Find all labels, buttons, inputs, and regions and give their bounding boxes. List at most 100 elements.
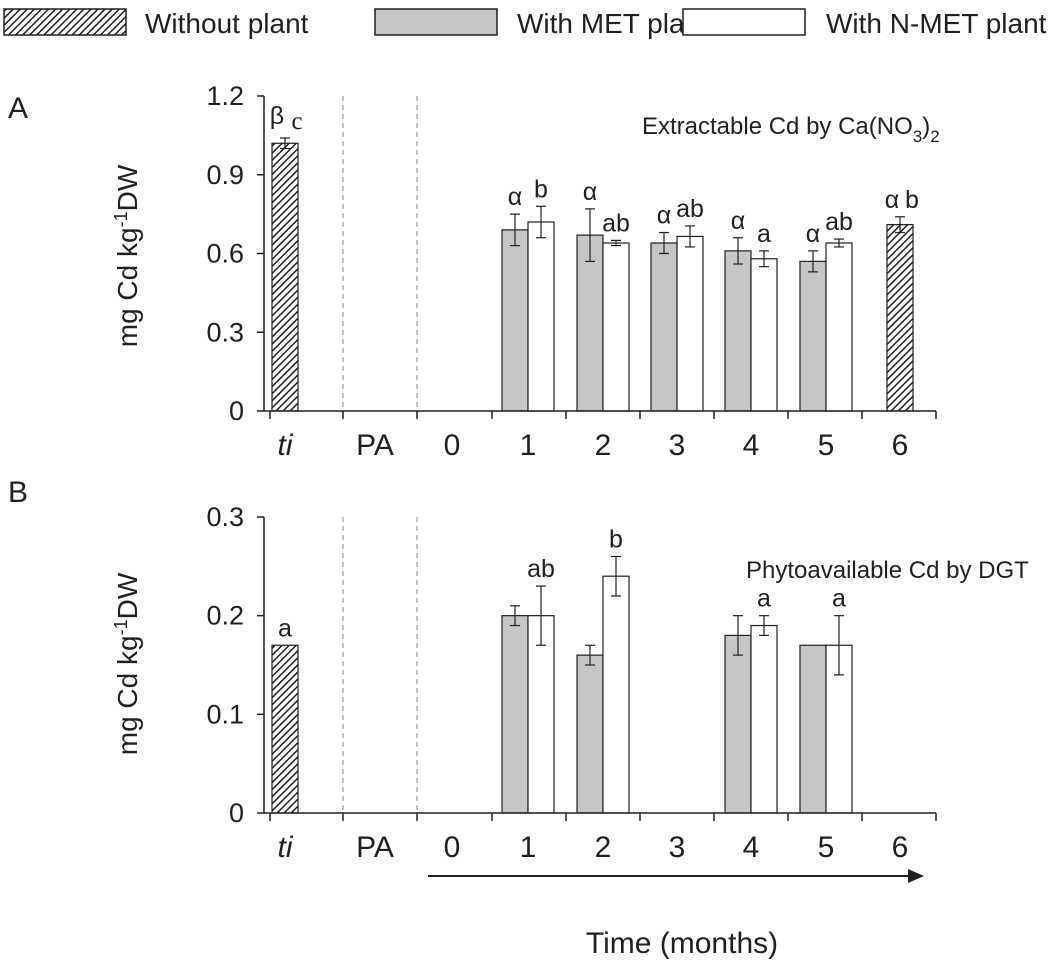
panel-b-error-bar-nmet-1 bbox=[536, 585, 546, 646]
panel-a-y-tick-label: 1.2 bbox=[206, 81, 244, 111]
panel-a-x-tick-label: 0 bbox=[444, 429, 461, 462]
legend-label-met-plant: With MET plant bbox=[517, 8, 708, 39]
panel-a-bar-nmet-3 bbox=[676, 235, 704, 412]
panel-a-error-bar-met-1 bbox=[510, 213, 520, 247]
panel-b-x-tick-label: 3 bbox=[669, 831, 686, 864]
panel-a-y-tick-label: 0.6 bbox=[206, 239, 244, 269]
panel-b-annotation: Phytoavailable Cd by DGT bbox=[746, 557, 1029, 584]
panel-b-x-tick-label: 1 bbox=[520, 831, 537, 864]
panel-b-error-bar-met-4 bbox=[733, 615, 743, 656]
panel-a-bar-met-3 bbox=[650, 242, 678, 412]
panel-a-error-bar-without-6 bbox=[895, 216, 905, 234]
panel-b-significance-label: b bbox=[609, 525, 623, 553]
panel-a-significance-label: ab bbox=[602, 209, 630, 237]
panel-a-bar-without-6 bbox=[886, 224, 914, 412]
panel-a-error-bar-met-3 bbox=[659, 231, 669, 255]
panel-a-x-tick-label: 4 bbox=[743, 429, 760, 462]
panel-b-significance-label: a bbox=[278, 614, 292, 642]
panel-a-error-bar-nmet-3 bbox=[685, 225, 695, 248]
panel-b-error-bar-met-2 bbox=[585, 644, 595, 666]
panel-b-x-tick-label: PA bbox=[356, 831, 394, 864]
panel-b-significance-label: a bbox=[757, 585, 771, 613]
panel-a-significance-label: a bbox=[757, 220, 771, 248]
panel-a-significance-label: α bbox=[508, 183, 522, 211]
panel-a-significance-label: ab bbox=[676, 195, 704, 223]
panel-a-significance-label: α bbox=[583, 178, 597, 206]
panel-a-significance-label: α bbox=[885, 186, 899, 214]
panel-b-y-axis-label: mg Cd kg-1DW bbox=[111, 572, 143, 755]
panel-b-bar-without-ti bbox=[271, 644, 299, 814]
panel-a-error-bar-nmet-1 bbox=[536, 205, 546, 239]
panel-b-bar-nmet-4 bbox=[750, 624, 778, 814]
panel-b-significance-label: ab bbox=[527, 555, 555, 583]
panel-a-significance-label: b bbox=[905, 186, 919, 214]
panel-b-significance-label: a bbox=[832, 585, 846, 613]
panel-a-bar-nmet-5 bbox=[825, 242, 853, 412]
panel-a-significance-label: α bbox=[806, 220, 820, 248]
panel-b: B mg Cd kg-1DW Phytoavailable Cd by DGT … bbox=[8, 476, 1029, 864]
panel-b-error-bar-nmet-4 bbox=[759, 615, 769, 637]
panel-b-y-tick-label: 0.3 bbox=[206, 502, 244, 532]
panel-b-x-tick-label: 4 bbox=[743, 831, 760, 864]
panel-a-y-axis-label: mg Cd kg-1DW bbox=[111, 164, 143, 347]
panel-a-error-bar-nmet-5 bbox=[834, 238, 844, 248]
legend-swatch-met-plant bbox=[374, 8, 498, 36]
time-arrow bbox=[428, 869, 924, 883]
panel-a-x-tick-label: 1 bbox=[520, 429, 537, 462]
legend-swatch-without-plant bbox=[3, 8, 127, 36]
panel-b-x-tick-label: 0 bbox=[444, 831, 461, 864]
panel-a-significance-label: α bbox=[657, 202, 671, 230]
legend-swatch-nmet-plant bbox=[682, 8, 806, 36]
panel-b-y-tick-label: 0.1 bbox=[206, 699, 244, 729]
panel-a-x-tick-label: 2 bbox=[595, 429, 612, 462]
panel-b-error-bar-met-1 bbox=[510, 605, 520, 627]
legend-label-without-plant: Without plant bbox=[145, 8, 309, 39]
panel-b-x-tick-label: 2 bbox=[595, 831, 612, 864]
panel-b-label: B bbox=[8, 476, 28, 509]
legend: Without plant With MET plant With N-MET … bbox=[3, 8, 1047, 39]
panel-b-y-tick-label: 0.2 bbox=[206, 601, 244, 631]
panel-a-y-tick-label: 0.3 bbox=[206, 317, 244, 347]
panel-a-bar-met-5 bbox=[799, 260, 827, 412]
panel-b-x-tick-label: 6 bbox=[892, 831, 909, 864]
panel-a: A mg Cd kg-1DW Extractable Cd by Ca(NO3)… bbox=[8, 81, 940, 462]
panel-a-bar-met-4 bbox=[724, 250, 752, 412]
panel-b-x-tick-label: 5 bbox=[818, 831, 835, 864]
panel-a-error-bar-nmet-2 bbox=[611, 239, 621, 247]
panel-b-error-bar-nmet-2 bbox=[611, 555, 621, 597]
panel-a-y-tick-label: 0.9 bbox=[206, 160, 244, 190]
panel-a-annotation: Extractable Cd by Ca(NO3)2 bbox=[642, 113, 940, 146]
panel-a-bar-nmet-2 bbox=[602, 242, 630, 412]
x-axis-label: Time (months) bbox=[586, 927, 778, 960]
panel-b-bar-met-1 bbox=[501, 615, 529, 814]
panel-a-error-bar-without-ti bbox=[280, 137, 290, 150]
legend-label-nmet-plant: With N-MET plant bbox=[826, 8, 1047, 39]
panel-b-x-tick-label: ti bbox=[278, 831, 294, 864]
panel-b-bar-met-5 bbox=[799, 644, 827, 814]
panel-a-x-tick-label: 6 bbox=[892, 429, 909, 462]
panel-a-x-tick-label: 3 bbox=[669, 429, 686, 462]
panel-a-bar-nmet-4 bbox=[750, 258, 778, 412]
panel-a-x-tick-label: 5 bbox=[818, 429, 835, 462]
panel-a-bar-met-1 bbox=[501, 229, 529, 412]
panel-b-bar-nmet-2 bbox=[602, 575, 630, 814]
panel-a-significance-label: c bbox=[291, 108, 302, 135]
panel-a-bar-nmet-1 bbox=[527, 221, 555, 412]
panel-b-bar-met-4 bbox=[724, 634, 752, 814]
panel-a-x-tick-label: ti bbox=[278, 429, 294, 462]
panel-a-bar-without-ti bbox=[271, 142, 299, 412]
panel-a-significance-label: ab bbox=[825, 208, 853, 236]
panel-a-significance-label: α bbox=[731, 207, 745, 235]
panel-b-y-tick-label: 0 bbox=[229, 798, 244, 828]
panel-a-x-tick-label: PA bbox=[356, 429, 394, 462]
panel-a-error-bar-met-5 bbox=[808, 250, 818, 273]
panel-a-error-bar-nmet-4 bbox=[759, 250, 769, 268]
panel-b-error-bar-nmet-5 bbox=[834, 615, 844, 676]
panel-a-error-bar-met-4 bbox=[733, 237, 743, 265]
panel-a-significance-label: b bbox=[534, 175, 548, 203]
panel-a-significance-label: β bbox=[270, 102, 284, 130]
panel-a-label: A bbox=[8, 92, 28, 125]
panel-b-bar-met-2 bbox=[576, 654, 604, 814]
panel-a-y-tick-label: 0 bbox=[229, 396, 244, 426]
